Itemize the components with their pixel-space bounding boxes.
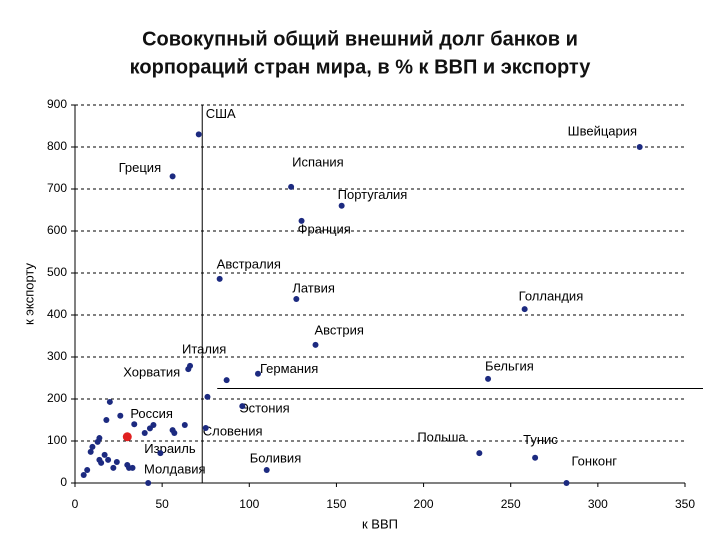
point: [169, 173, 176, 180]
point: [338, 202, 345, 209]
point: [223, 377, 230, 384]
point: [113, 459, 120, 465]
y-tick-label: 100: [47, 433, 67, 447]
y-tick-label: 600: [47, 223, 67, 237]
point-label: Италия: [182, 341, 226, 356]
point-label: Бельгия: [485, 358, 534, 373]
y-tick-label: 0: [60, 475, 67, 489]
point: [216, 275, 223, 282]
point: [521, 306, 528, 313]
point: [532, 454, 539, 461]
point-label: Гонконг: [571, 453, 617, 468]
point: [255, 370, 261, 377]
y-tick-label: 500: [47, 265, 67, 279]
point: [141, 430, 148, 437]
point: [84, 466, 91, 473]
point-label: США: [206, 106, 236, 121]
point: [298, 217, 305, 224]
x-tick-label: 250: [501, 497, 521, 511]
point: [171, 430, 178, 437]
point: [150, 422, 157, 429]
point: [103, 417, 110, 423]
point-label: Португалия: [338, 187, 408, 202]
point-label: Австрия: [315, 322, 364, 337]
point: [124, 461, 131, 468]
point: [563, 480, 570, 486]
point: [80, 472, 87, 479]
point: [105, 456, 112, 463]
y-tick-label: 700: [47, 181, 67, 195]
x-tick-label: 100: [239, 497, 259, 511]
x-tick-label: 300: [588, 497, 608, 511]
point: [476, 450, 483, 457]
point: [87, 448, 94, 455]
point: [293, 296, 300, 303]
point-label: Испания: [292, 154, 344, 169]
point: [101, 451, 108, 458]
x-tick-label: 200: [414, 497, 434, 511]
chart-title: корпораций стран мира, в % к ВВП и экспо…: [130, 56, 592, 78]
y-axis-label: к экспорту: [21, 262, 36, 325]
point: [110, 464, 117, 471]
point: [122, 432, 132, 442]
point: [485, 375, 492, 382]
point-label: Франция: [298, 221, 351, 236]
x-tick-label: 0: [72, 497, 79, 511]
point: [636, 144, 643, 150]
x-tick-label: 50: [155, 497, 169, 511]
point-label: Боливия: [250, 450, 302, 465]
point-label: Греция: [119, 160, 162, 175]
point-label: Голландия: [519, 289, 584, 304]
point: [129, 464, 136, 471]
point-label: Хорватия: [123, 365, 180, 380]
point: [195, 131, 202, 138]
x-tick-label: 150: [326, 497, 346, 511]
point: [117, 412, 124, 419]
point-label: Швейцария: [568, 123, 637, 138]
x-tick-label: 350: [675, 497, 695, 511]
y-tick-label: 300: [47, 349, 67, 363]
point-label: Израиль: [144, 441, 196, 456]
point-label: Латвия: [292, 280, 335, 295]
chart-title: Совокупный общий внешний долг банков и: [142, 28, 578, 50]
y-tick-label: 800: [47, 139, 67, 153]
point: [202, 424, 209, 431]
point: [185, 366, 192, 373]
point: [131, 421, 138, 428]
point: [157, 450, 164, 457]
y-tick-label: 900: [47, 97, 67, 111]
point-label: Польша: [417, 430, 466, 445]
x-axis-label: к ВВП: [362, 516, 398, 531]
point-label: Россия: [130, 406, 173, 421]
point-label: Эстония: [239, 401, 289, 416]
point: [312, 341, 319, 348]
point-label: Австралия: [217, 256, 281, 271]
point: [106, 398, 113, 405]
point: [98, 459, 105, 466]
point-label: Тунис: [523, 432, 558, 447]
point: [263, 466, 270, 473]
point: [288, 183, 295, 190]
point: [204, 393, 211, 400]
y-tick-label: 400: [47, 307, 67, 321]
point-label: Германия: [260, 361, 318, 376]
point: [239, 403, 246, 410]
point: [89, 443, 96, 450]
point-label: Молдавия: [144, 461, 206, 476]
point: [94, 438, 101, 445]
point: [181, 422, 188, 429]
y-tick-label: 200: [47, 391, 67, 405]
point: [145, 480, 152, 486]
point-label: Словения: [203, 423, 263, 438]
